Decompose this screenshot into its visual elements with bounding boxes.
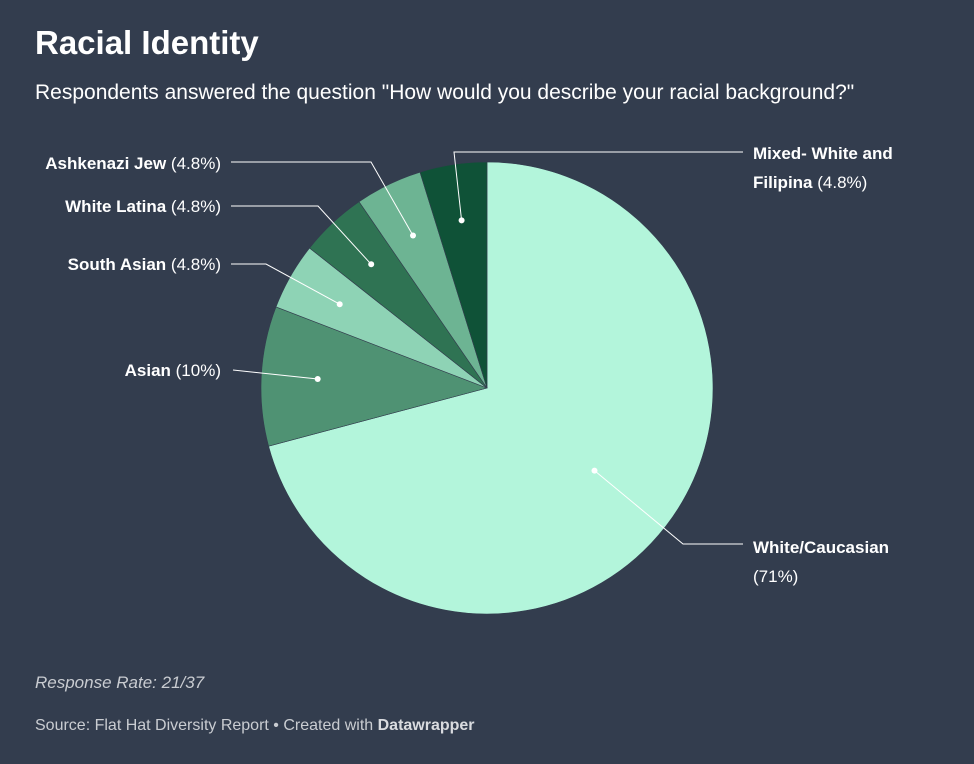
leader-line-south-asian [231, 263, 340, 305]
pie-slice-mixed-white-and-filipina[interactable] [419, 161, 488, 389]
leader-dot-white-caucasian [591, 467, 598, 474]
leader-line-ashkenazi-jew [231, 161, 414, 236]
leader-line-white-latina [231, 205, 372, 265]
pie-label-south-asian: South Asian (4.8%) [68, 255, 221, 274]
pie-slice-white-caucasian[interactable] [268, 161, 714, 615]
leader-line-white-caucasian [594, 470, 743, 545]
chart-title: Racial Identity [35, 24, 259, 61]
pie-label-white-caucasian: White/Caucasian (71%) [753, 538, 889, 586]
leader-dot-white-latina [368, 261, 375, 268]
pie-label-ashkenazi-jew: Ashkenazi Jew (4.8%) [45, 154, 221, 173]
pie-slices [260, 161, 714, 615]
source-footer: Source: Flat Hat Diversity Report • Crea… [35, 717, 475, 735]
leader-dot-south-asian [336, 301, 343, 308]
datawrapper-link[interactable]: Datawrapper [377, 717, 475, 734]
pie-labels: White/Caucasian (71%) Asian (10%) South Asi… [45, 144, 893, 586]
pie-label-white-latina: White Latina (4.8%) [65, 197, 221, 216]
pie-label-mixed-white-and-filipina: Mixed- White and Filipina (4.8%) [753, 144, 893, 192]
leader-line-asian [232, 369, 318, 380]
source-text: Source: Flat Hat Diversity Report • Crea… [35, 717, 378, 734]
chart-subtitle: Respondents answered the question "How w… [35, 81, 855, 104]
response-rate-note: Response Rate: 21/37 [35, 673, 205, 692]
leader-dot-mixed-white-and-filipina [458, 217, 465, 224]
leader-dot-asian [314, 376, 321, 382]
leader-line-mixed-white-and-filipina [453, 151, 743, 221]
leader-dot-ashkenazi-jew [410, 232, 416, 239]
pie-label-asian: Asian (10%) [125, 361, 221, 380]
pie-slice-asian[interactable] [260, 306, 488, 447]
